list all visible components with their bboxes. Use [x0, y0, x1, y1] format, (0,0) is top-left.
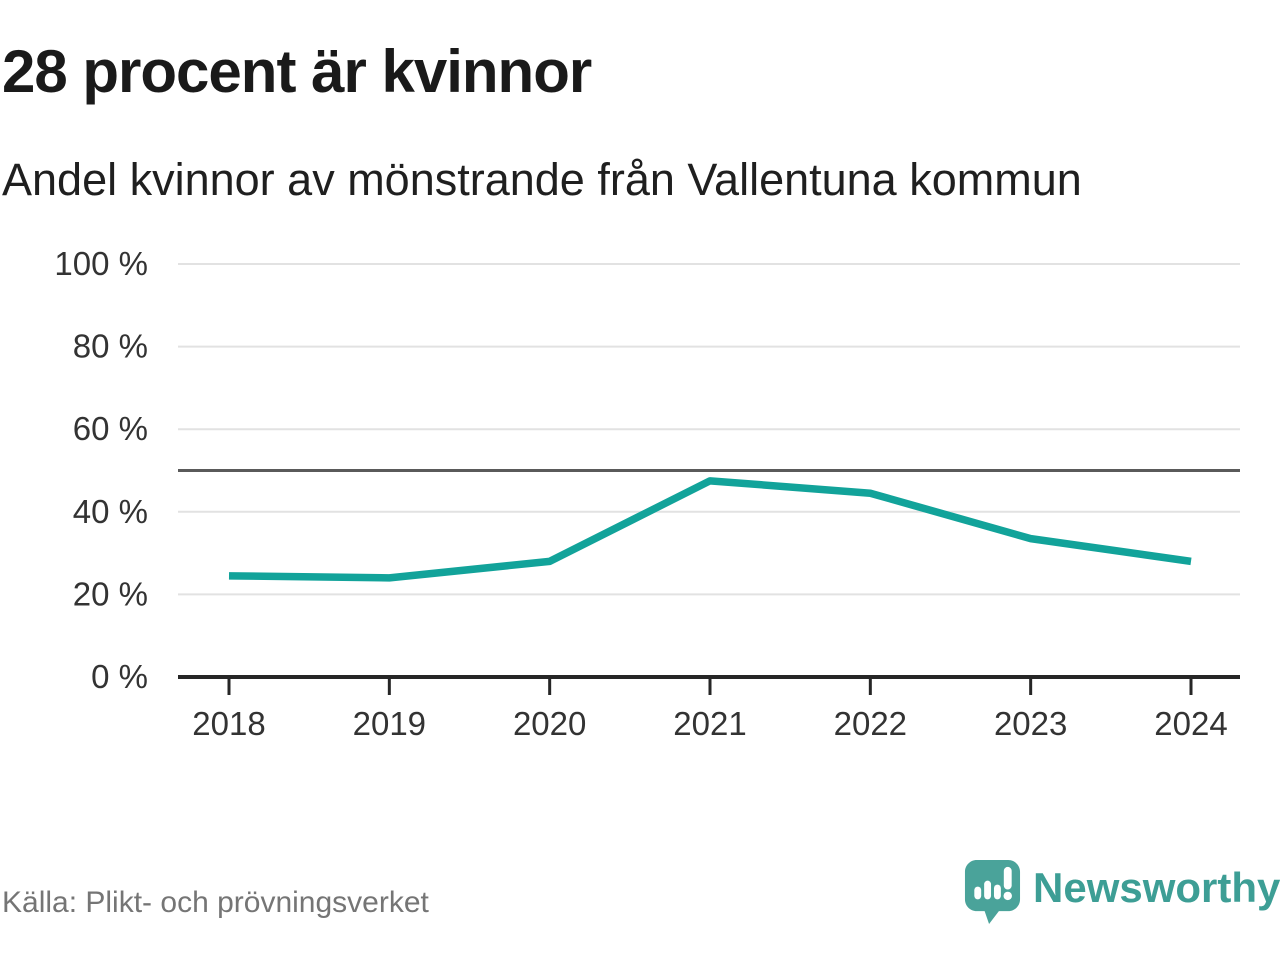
newsworthy-wordmark: Newsworthy: [1033, 864, 1280, 911]
y-axis-tick-label: 100 %: [54, 245, 148, 282]
chart-title: 28 procent är kvinnor: [2, 38, 592, 105]
exclamation-dot: [1003, 891, 1012, 901]
source-note: Källa: Plikt- och prövningsverket: [2, 886, 429, 919]
bar-chart-bar-2: [984, 880, 992, 900]
speech-bubble-shape: [964, 860, 1021, 924]
x-axis-tick-label: 2024: [1154, 705, 1227, 742]
newsworthy-logo-icon: [964, 860, 1021, 924]
y-axis-tick-label: 80 %: [73, 328, 148, 365]
bar-chart-bar-1: [974, 886, 982, 900]
x-axis-tick-label: 2023: [994, 705, 1067, 742]
x-axis-tick-label: 2019: [353, 705, 426, 742]
exclamation-bar: [1003, 866, 1012, 890]
y-axis-tick-label: 40 %: [73, 493, 148, 530]
x-axis-tick-label: 2021: [673, 705, 746, 742]
data-line-andel-kvinnor: [228, 477, 1192, 582]
line-chart: 0 % 20 % 40 % 60 % 80 % 100 % 2018 2019 2020 2021…: [54, 245, 1240, 742]
chart-subtitle: Andel kvinnor av mönstrande från Vallent…: [2, 154, 1082, 205]
x-axis-tick-label: 2018: [192, 705, 265, 742]
y-axis-tick-label: 60 %: [73, 410, 148, 447]
y-axis-tick-label: 0 %: [91, 658, 148, 695]
x-axis-tick-label: 2022: [834, 705, 907, 742]
x-axis-tick-label: 2020: [513, 705, 586, 742]
newsworthy-logo: Newsworthy: [963, 856, 1280, 928]
bar-chart-bar-3: [993, 884, 1001, 900]
y-axis-tick-label: 20 %: [73, 575, 148, 612]
